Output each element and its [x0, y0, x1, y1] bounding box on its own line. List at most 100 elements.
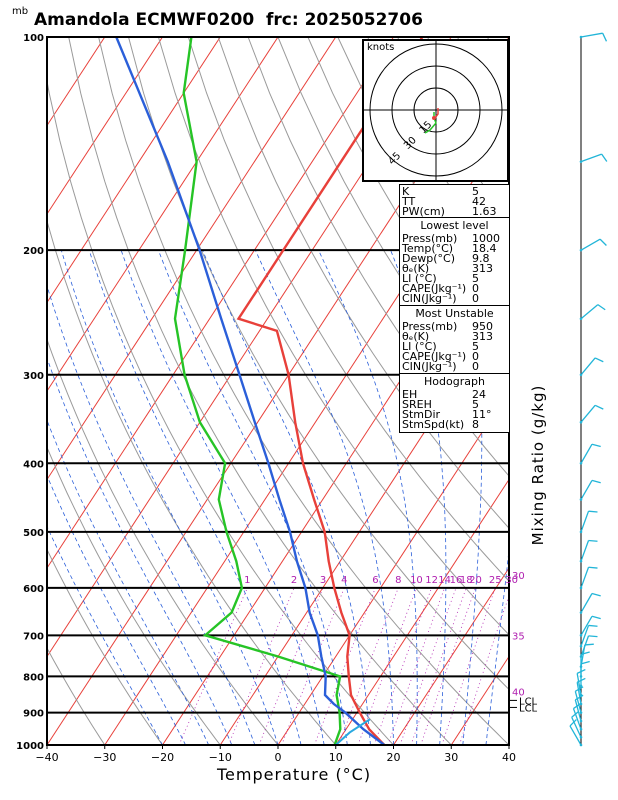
- wind-barb: [579, 566, 598, 590]
- isotherm-line: [508, 744, 509, 745]
- surface-parcel-line: [335, 718, 371, 745]
- moist-adiabat-line: [60, 249, 279, 745]
- pressure-tick-label: 300: [23, 371, 44, 382]
- index-value: 5: [472, 185, 479, 198]
- hodograph-param-label: EH: [402, 388, 418, 401]
- isotherm-line: [47, 37, 279, 392]
- most-unstable-label: CIN(Jkg⁻¹): [402, 360, 457, 373]
- mixing-ratio-label: 14: [438, 575, 451, 586]
- hodograph-param-row: StmSpd(kt) 8: [402, 419, 507, 430]
- hodograph-trace-low: [434, 108, 439, 119]
- most-unstable-label: Press(mb): [402, 320, 458, 333]
- hodograph-ring: [369, 43, 503, 177]
- moist-adiabat-line: [202, 249, 371, 745]
- most-unstable-heading: Most Unstable: [415, 307, 494, 320]
- dry-adiabat-line: [47, 548, 163, 745]
- hodograph-param-label: SREH: [402, 398, 432, 411]
- dry-adiabat-line: [217, 37, 509, 529]
- moist-adiabat-line: [47, 525, 163, 745]
- wind-barb: [579, 510, 598, 534]
- x-tick-label: 20: [387, 751, 401, 764]
- most-unstable-label: θₑ(K): [402, 330, 430, 343]
- lowest-level-row: CAPE(Jkg⁻¹) 0: [402, 282, 507, 295]
- lowest-level-row: θₑ(K) 313: [402, 262, 507, 275]
- dry-adiabat-line: [128, 37, 509, 691]
- wind-barb: [579, 539, 598, 563]
- lcl-label: LCL: [519, 696, 538, 707]
- index-row: PW(cm) 1.63: [402, 206, 507, 217]
- pressure-tick-label: 700: [23, 631, 44, 642]
- pressure-tick-label: 800: [23, 672, 44, 683]
- hodograph-param-row: StmDir 11°: [402, 408, 507, 421]
- hodograph-param-row: EH 24: [402, 388, 507, 401]
- isotherm-line: [393, 567, 509, 745]
- wind-barb: [579, 443, 601, 465]
- most-unstable-value: 0: [472, 350, 479, 363]
- chart-title: Amandola ECMWF0200 frc: 2025052706: [34, 10, 423, 30]
- most-unstable-value: 0: [472, 360, 479, 373]
- lowest-level-value: 313: [472, 262, 493, 275]
- hodograph-ring: [391, 65, 481, 155]
- isotherm-line: [47, 37, 163, 215]
- isotherm-edge-label: 40: [512, 687, 525, 698]
- pressure-tick-label: 100: [23, 33, 44, 44]
- most-unstable-value: 950: [472, 320, 493, 333]
- wind-barb: [569, 719, 583, 747]
- mixing-ratio-line: [357, 587, 417, 745]
- lowest-level-label: CAPE(Jkg⁻¹): [402, 282, 467, 295]
- index-label: K: [402, 185, 410, 198]
- wind-barb: [579, 32, 608, 42]
- index-label: TT: [402, 195, 416, 208]
- most-unstable-value: 313: [472, 330, 493, 343]
- mixing-ratio-label: 30: [505, 575, 518, 586]
- wind-barb: [579, 624, 598, 648]
- hodograph-param-value: 11°: [472, 408, 492, 421]
- lowest-level-label: θₑ(K): [402, 262, 430, 275]
- wind-barb: [579, 357, 604, 377]
- most-unstable-row: Press(mb) 950: [402, 320, 507, 333]
- series-dewpoint-line: [173, 37, 342, 745]
- isotherm-line: [335, 478, 509, 745]
- dry-adiabat-line: [187, 37, 509, 582]
- pressure-tick-label: 600: [23, 584, 44, 595]
- lowest-level-value: 18.4: [472, 242, 497, 255]
- lowest-level-value: 9.8: [472, 252, 490, 265]
- lcl-label: LCL: [519, 703, 538, 714]
- mixing-ratio-label: 20: [469, 575, 482, 586]
- dry-adiabat-line: [547, 37, 618, 745]
- most-unstable-row: CAPE(Jkg⁻¹) 0: [402, 350, 507, 363]
- wind-barb: [579, 404, 604, 424]
- wind-barb: [579, 304, 606, 321]
- most-unstable-row: CIN(Jkg⁻¹) 0: [402, 360, 507, 373]
- series-parcel-line: [115, 37, 386, 745]
- mixing-ratio-line: [410, 587, 467, 745]
- wind-barb: [579, 153, 608, 163]
- hodograph-param-row: SREH 5: [402, 398, 507, 411]
- lowest-level-row: Press(mb) 1000: [402, 233, 507, 244]
- dry-adiabat-line: [47, 338, 279, 745]
- mixing-ratio-label: 16: [450, 575, 463, 586]
- dry-adiabat-line: [47, 647, 106, 745]
- mixing-ratio-label: 25: [489, 575, 502, 586]
- most-unstable-row: LI (°C) 5: [402, 341, 507, 352]
- wind-barb: [579, 635, 598, 658]
- lowest-level-value: 0: [472, 282, 479, 295]
- x-tick-label: 10: [329, 751, 343, 764]
- hodograph-label: knots: [367, 42, 394, 53]
- mixing-ratio-line: [258, 587, 324, 745]
- isotherm-line: [47, 37, 337, 481]
- index-value: 42: [472, 195, 486, 208]
- mixing-ratio-label: 4: [341, 575, 347, 586]
- mixing-ratio-axis-title: Mixing Ratio (g/kg): [529, 384, 547, 546]
- wind-barb: [579, 615, 601, 637]
- x-tick-label: −30: [93, 751, 116, 764]
- mixing-ratio-label: 10: [410, 575, 423, 586]
- dry-adiabat-line: [157, 37, 509, 636]
- x-tick-label: −10: [209, 751, 232, 764]
- dry-adiabat-line: [47, 78, 394, 745]
- mixing-ratio-label: 3: [320, 575, 326, 586]
- x-tick-label: −20: [151, 751, 174, 764]
- pressure-tick-label: 900: [23, 709, 44, 720]
- pressure-tick-label: 200: [23, 246, 44, 257]
